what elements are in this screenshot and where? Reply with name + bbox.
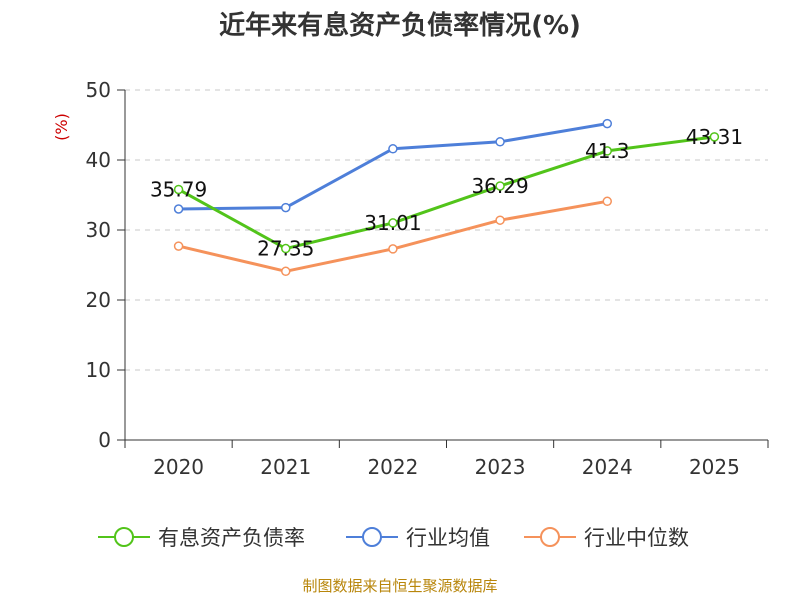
data-point — [388, 144, 398, 154]
data-point — [281, 243, 291, 254]
data-point — [495, 181, 505, 191]
data-point — [281, 266, 291, 277]
data-point — [495, 215, 505, 225]
y-tick-label: 40 — [86, 148, 111, 172]
x-tick-label: 2024 — [582, 455, 633, 479]
x-tick-label: 2023 — [475, 455, 526, 479]
legend-label: 行业均值 — [406, 526, 490, 550]
series-group — [173, 118, 720, 277]
data-point — [602, 118, 612, 129]
x-tick-label: 2022 — [367, 455, 418, 479]
legend-item: 行业均值 — [346, 526, 490, 550]
y-tick-label: 50 — [86, 78, 111, 102]
legend-marker — [362, 527, 382, 547]
data-point — [709, 132, 720, 142]
data-label: 35.79 — [150, 177, 207, 201]
series-line — [178, 122, 608, 211]
legend-item: 有息资产负债率 — [98, 526, 305, 550]
legend: 有息资产负债率 行业均值 行业中位数 — [98, 526, 689, 550]
x-tick-label: 2025 — [689, 455, 740, 479]
data-point — [388, 244, 398, 254]
source-note: 制图数据来自恒生聚源数据库 — [302, 577, 497, 595]
legend-marker — [114, 527, 134, 547]
data-point — [602, 196, 612, 207]
data-point — [388, 218, 398, 228]
y-tick-label: 0 — [98, 428, 111, 452]
data-label: 43.31 — [686, 125, 743, 149]
legend-label: 行业中位数 — [584, 526, 689, 550]
data-label: 36.29 — [471, 174, 528, 198]
chart-title: 近年来有息资产负债率情况(%) — [219, 10, 581, 41]
data-point — [173, 184, 184, 195]
data-labels: 35.79 27.35 31.01 36.29 41.3 43.31 — [150, 125, 743, 261]
x-tick-label: 2021 — [260, 455, 311, 479]
y-tick-label: 30 — [86, 218, 111, 242]
data-point — [495, 137, 505, 147]
data-label: 31.01 — [364, 211, 421, 235]
data-point — [173, 204, 184, 214]
data-point — [173, 241, 184, 251]
y-axis-unit: (%) — [52, 113, 71, 141]
legend-item: 行业中位数 — [524, 526, 689, 550]
data-label: 27.35 — [257, 237, 314, 261]
legend-marker — [540, 527, 560, 547]
data-point — [281, 202, 291, 213]
series-line — [177, 135, 715, 251]
legend-label: 有息资产负债率 — [158, 526, 305, 550]
x-tick-label: 2020 — [153, 455, 204, 479]
data-point — [602, 146, 612, 156]
y-axis-ticks: 0 10 20 30 40 50 — [86, 78, 125, 452]
data-label: 41.3 — [585, 139, 630, 163]
x-axis-ticks: 2020 2021 2022 2023 2024 2025 — [124, 440, 769, 479]
y-tick-label: 20 — [86, 288, 111, 312]
y-tick-label: 10 — [86, 358, 111, 382]
gridlines — [125, 89, 768, 371]
